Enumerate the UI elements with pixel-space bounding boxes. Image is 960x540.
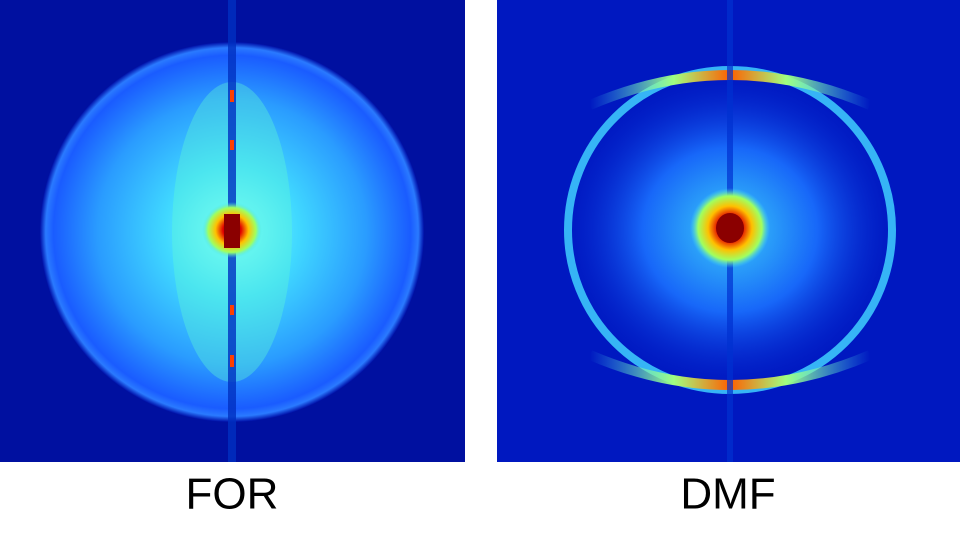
panel-label: FOR <box>186 470 279 519</box>
dmf-image <box>497 0 960 462</box>
for-image <box>0 0 465 462</box>
panel-label: DMF <box>680 470 775 519</box>
